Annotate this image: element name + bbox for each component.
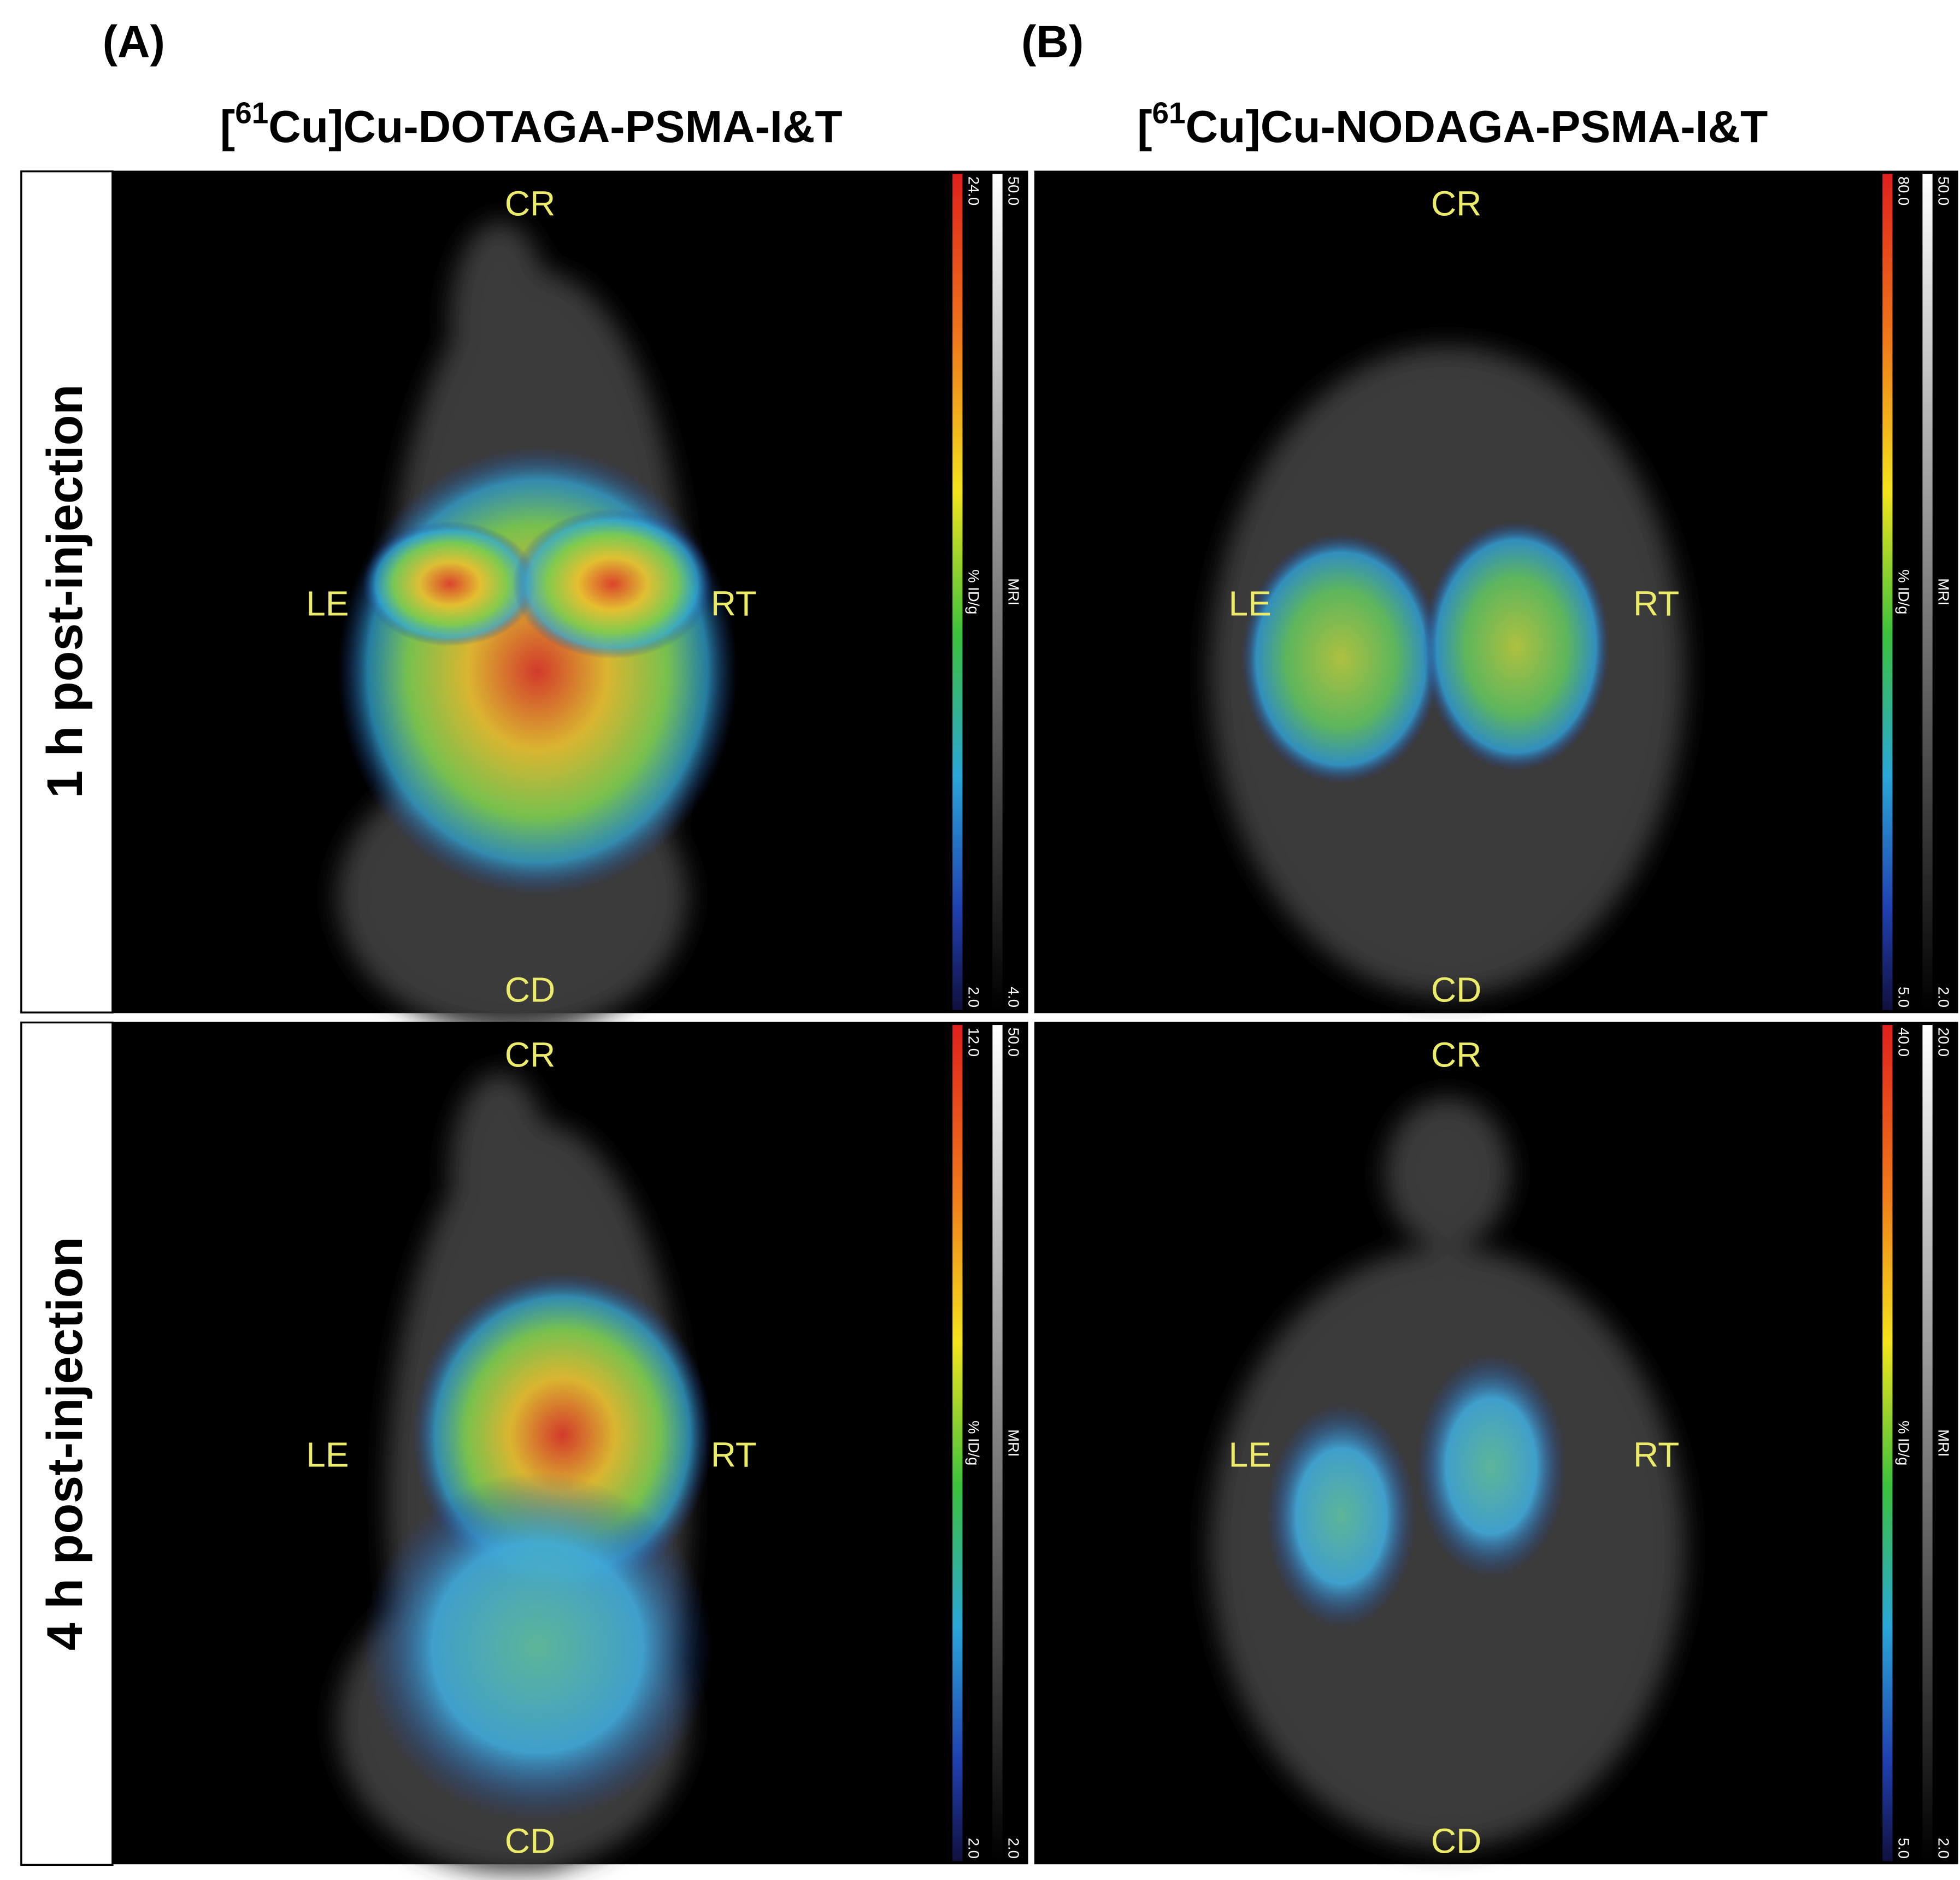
colorbar-label: 50.0 <box>1935 176 1952 205</box>
colorbar-label: MRI <box>1935 1429 1952 1457</box>
colorbar-label: 24.0 <box>966 176 982 205</box>
orientation-label: LE <box>306 1435 349 1474</box>
orientation-label: RT <box>711 584 757 623</box>
orientation-label: CR <box>1431 1035 1482 1074</box>
colorbar-label: % ID/g <box>1896 1421 1912 1465</box>
colorbar-label: 50.0 <box>1005 1028 1022 1057</box>
colorbar-label: 50.0 <box>1005 176 1022 205</box>
orientation-label: CD <box>505 970 556 1010</box>
orientation-label: CR <box>505 1035 556 1074</box>
row-box <box>20 1021 114 1866</box>
colorbar <box>992 174 1003 1010</box>
tracer-uptake <box>362 1472 713 1823</box>
anatomy <box>450 221 550 422</box>
colorbar-label: MRI <box>1005 578 1022 605</box>
colorbar-label: 2.0 <box>1935 987 1952 1007</box>
colorbar-label: 20.0 <box>1935 1028 1952 1057</box>
colorbar-label: % ID/g <box>1896 569 1912 614</box>
orientation-label: CD <box>505 1821 556 1860</box>
row-label: 1 h post-injection <box>37 385 93 798</box>
row-label: 4 h post-injection <box>37 1237 93 1651</box>
panel-letter: (A) <box>103 16 165 67</box>
tracer-uptake <box>1416 1353 1567 1579</box>
orientation-label: CR <box>1431 184 1482 223</box>
title-open: [ <box>220 102 235 152</box>
orientation-label: RT <box>1633 584 1679 623</box>
panel-letter: (B) <box>1021 16 1084 67</box>
colorbar-label: 80.0 <box>1896 176 1912 205</box>
tracer-uptake <box>512 509 713 659</box>
column-title: [61Cu]Cu-NODAGA-PSMA-I&T <box>1137 96 1768 152</box>
colorbar-label: % ID/g <box>966 569 982 614</box>
panel: CR LE RT CD 80.0 % ID/g 5.0 50.0 MRI 2.0 <box>1034 170 1958 1013</box>
orientation-label: CR <box>505 184 556 223</box>
colorbar <box>952 1025 963 1861</box>
colorbar <box>952 174 963 1010</box>
column-title: [61Cu]Cu-DOTAGA-PSMA-I&T <box>220 96 843 152</box>
orientation-label: CD <box>1431 970 1482 1010</box>
orientation-label: LE <box>1228 584 1271 623</box>
title-rest: Cu]Cu-DOTAGA-PSMA-I&T <box>268 102 842 152</box>
colorbar-label: 40.0 <box>1896 1028 1912 1057</box>
colorbar <box>992 1025 1003 1861</box>
colorbar-label: % ID/g <box>966 1421 982 1465</box>
tracer-uptake <box>1266 1404 1416 1629</box>
colorbar-label: 12.0 <box>966 1028 982 1057</box>
title-rest: Cu]Cu-NODAGA-PSMA-I&T <box>1186 102 1768 152</box>
colorbar <box>1882 174 1893 1010</box>
orientation-label: CD <box>1431 1821 1482 1860</box>
colorbar-label: 2.0 <box>1005 1838 1022 1859</box>
colorbar-label: 5.0 <box>1896 1838 1912 1859</box>
colorbar-label: 2.0 <box>966 1838 982 1859</box>
colorbar <box>1922 1025 1933 1861</box>
anatomy <box>1385 1097 1510 1248</box>
colorbar-label: 2.0 <box>1935 1838 1952 1859</box>
orientation-label: RT <box>1633 1435 1679 1474</box>
orientation-label: LE <box>1228 1435 1271 1474</box>
panel: CR LE RT CD 40.0 % ID/g 5.0 20.0 MRI 2.0 <box>1034 1022 1958 1865</box>
orientation-label: RT <box>711 1435 757 1474</box>
colorbar-label: MRI <box>1005 1429 1022 1457</box>
colorbar-label: MRI <box>1935 578 1952 605</box>
title-isotope: 61 <box>235 96 268 129</box>
colorbar-label: 2.0 <box>966 987 982 1007</box>
panel: CR LE RT CD 12.0 % ID/g 2.0 50.0 MRI 2.0 <box>111 1022 1028 1873</box>
tracer-uptake <box>1241 534 1441 784</box>
anatomy <box>450 1072 550 1273</box>
row-box <box>20 170 114 1013</box>
colorbar <box>1922 174 1933 1010</box>
title-open: [ <box>1137 102 1152 152</box>
colorbar-label: 4.0 <box>1005 987 1022 1007</box>
colorbar-label: 5.0 <box>1896 987 1912 1007</box>
orientation-label: LE <box>306 584 349 623</box>
tracer-uptake <box>362 521 538 646</box>
colorbar <box>1882 1025 1893 1861</box>
title-isotope: 61 <box>1152 96 1186 129</box>
tracer-uptake <box>337 446 738 897</box>
panel: CR LE RT CD 24.0 % ID/g 2.0 50.0 MRI 4.0 <box>111 170 1028 1034</box>
tracer-uptake <box>1422 521 1610 771</box>
